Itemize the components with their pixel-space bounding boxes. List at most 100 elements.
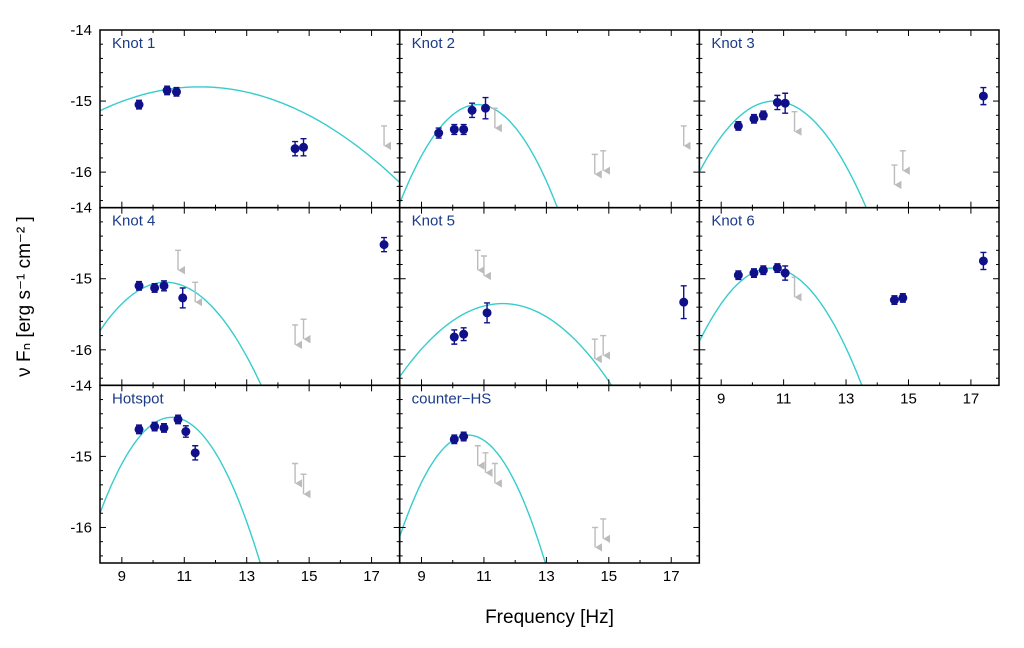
- x-tick-label: 13: [538, 568, 555, 585]
- data-point: [460, 125, 468, 135]
- x-tick-label: 13: [838, 390, 855, 407]
- upper-limit: [301, 319, 307, 339]
- data-point: [380, 238, 388, 252]
- data-point: [450, 435, 458, 444]
- upper-limit: [792, 112, 798, 132]
- y-tick-label: -14: [70, 377, 92, 394]
- data-point: [160, 281, 168, 291]
- y-tick-label: -15: [70, 448, 92, 465]
- data-point: [460, 432, 468, 441]
- x-tick-label: 15: [900, 390, 917, 407]
- data-point: [291, 142, 299, 156]
- panel-label: counter−HS: [412, 390, 492, 407]
- data-point: [182, 426, 190, 437]
- panel-frame: [100, 208, 400, 386]
- y-tick-label: -15: [70, 271, 92, 288]
- data-point: [781, 266, 789, 280]
- panel-knot-5: Knot 5: [400, 208, 700, 571]
- upper-limit: [600, 519, 606, 539]
- x-tick-label: 11: [476, 568, 492, 585]
- data-point: [734, 122, 742, 131]
- upper-limit: [292, 464, 298, 484]
- model-curve: [699, 268, 999, 648]
- data-point: [979, 88, 987, 105]
- x-tick-label: 17: [363, 568, 380, 585]
- data-point: [163, 86, 171, 95]
- data-point: [781, 93, 789, 113]
- x-tick-label: 15: [301, 568, 318, 585]
- x-tick-label: 9: [118, 568, 126, 585]
- panel-label: Knot 1: [112, 35, 155, 52]
- panel-label: Knot 6: [711, 213, 754, 230]
- x-tick-label: 13: [238, 568, 255, 585]
- x-tick-label: 15: [600, 568, 617, 585]
- upper-limit: [891, 165, 897, 185]
- x-tick-label: 17: [663, 568, 680, 585]
- panel-label: Knot 3: [711, 35, 754, 52]
- panel-label: Knot 2: [412, 35, 455, 52]
- panel-label: Hotspot: [112, 390, 165, 407]
- x-tick-label: 17: [963, 390, 980, 407]
- y-tick-label: -15: [70, 93, 92, 110]
- y-tick-label: -14: [70, 22, 92, 39]
- data-point: [191, 446, 199, 460]
- data-point: [460, 328, 468, 341]
- upper-limit: [592, 154, 598, 174]
- model-curve: [100, 417, 400, 648]
- panel-knot-2: Knot 2: [400, 30, 700, 648]
- upper-limit: [592, 339, 598, 359]
- data-point: [135, 282, 143, 291]
- x-tick-label: 11: [176, 568, 192, 585]
- model-curve: [100, 87, 400, 183]
- panel-knot-3: Knot 3: [699, 30, 999, 648]
- data-point: [300, 139, 308, 156]
- data-point: [759, 111, 767, 120]
- y-tick-label: -14: [70, 200, 92, 217]
- data-point: [179, 288, 187, 308]
- y-tick-label: -16: [70, 342, 92, 359]
- data-point: [750, 115, 758, 124]
- upper-limit: [192, 282, 198, 302]
- data-point: [482, 98, 490, 119]
- data-point: [135, 425, 143, 434]
- upper-limit: [592, 527, 598, 547]
- x-tick-label: 11: [776, 390, 792, 407]
- data-point: [899, 294, 907, 303]
- x-tick-label: 9: [717, 390, 725, 407]
- panel-label: Knot 5: [412, 213, 455, 230]
- data-point: [135, 100, 143, 109]
- data-point: [979, 252, 987, 269]
- panel-hotspot: 911131517-16-15-14Hotspot: [70, 377, 399, 648]
- upper-limit: [492, 464, 498, 484]
- upper-limit: [483, 453, 489, 473]
- upper-limit: [175, 250, 181, 270]
- panel-knot-1: -16-15-14Knot 1: [70, 22, 399, 208]
- data-point: [151, 422, 159, 431]
- data-point: [174, 415, 182, 424]
- x-tick-label: 9: [417, 568, 425, 585]
- upper-limit: [600, 151, 606, 171]
- data-point: [450, 125, 458, 135]
- model-curve: [400, 105, 700, 648]
- upper-limit: [301, 474, 307, 494]
- panel-knot-6: 9 11 13 15 17 Knot 6: [699, 208, 999, 648]
- upper-limit: [681, 126, 687, 146]
- panel-frame: [400, 208, 700, 386]
- model-curve: [400, 304, 700, 571]
- upper-limit: [600, 336, 606, 356]
- data-point: [151, 284, 159, 293]
- panel-frame: [400, 30, 700, 208]
- panel-label: Knot 4: [112, 213, 155, 230]
- upper-limit: [292, 325, 298, 345]
- panel-frame: [100, 30, 400, 208]
- data-point: [750, 269, 758, 278]
- panel-frame: [400, 385, 700, 563]
- panel-frame: [699, 208, 999, 386]
- panel-frame: [699, 30, 999, 208]
- model-curve: [699, 101, 999, 648]
- upper-limit: [475, 250, 481, 270]
- x-axis-label: Frequency [Hz]: [485, 607, 614, 628]
- data-point: [435, 128, 443, 138]
- data-point: [734, 271, 742, 280]
- panel-frame: [100, 385, 400, 563]
